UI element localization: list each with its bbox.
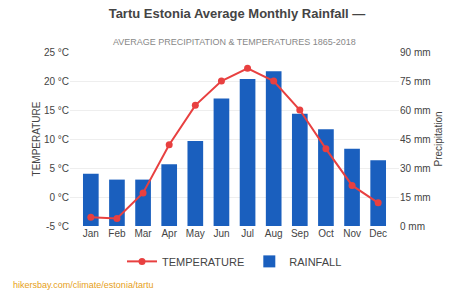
svg-text:Mar: Mar bbox=[134, 228, 152, 239]
svg-text:Precipitation: Precipitation bbox=[433, 111, 444, 166]
svg-text:Apr: Apr bbox=[161, 228, 177, 239]
svg-text:15 °C: 15 °C bbox=[44, 105, 69, 116]
svg-text:hikersbay.com/climate/estonia/: hikersbay.com/climate/estonia/tartu bbox=[13, 280, 153, 290]
svg-text:0 °C: 0 °C bbox=[49, 192, 69, 203]
svg-text:90 mm: 90 mm bbox=[400, 47, 431, 58]
svg-text:20 °C: 20 °C bbox=[44, 76, 69, 87]
svg-text:May: May bbox=[186, 228, 205, 239]
svg-text:Nov: Nov bbox=[343, 228, 361, 239]
svg-text:Jul: Jul bbox=[241, 228, 254, 239]
svg-text:5 °C: 5 °C bbox=[49, 163, 69, 174]
svg-text:0 mm: 0 mm bbox=[400, 221, 425, 232]
svg-text:Aug: Aug bbox=[265, 228, 283, 239]
svg-text:Jun: Jun bbox=[213, 228, 229, 239]
svg-text:30 mm: 30 mm bbox=[400, 163, 431, 174]
svg-text:25 °C: 25 °C bbox=[44, 47, 69, 58]
svg-text:TEMPERATURE: TEMPERATURE bbox=[162, 256, 244, 268]
svg-text:TEMPERATURE: TEMPERATURE bbox=[31, 101, 42, 176]
svg-text:RAINFALL: RAINFALL bbox=[289, 256, 341, 268]
svg-text:15 mm: 15 mm bbox=[400, 192, 431, 203]
svg-text:Feb: Feb bbox=[108, 228, 126, 239]
svg-text:Dec: Dec bbox=[369, 228, 387, 239]
svg-text:Sep: Sep bbox=[291, 228, 309, 239]
svg-text:60 mm: 60 mm bbox=[400, 105, 431, 116]
svg-text:10 °C: 10 °C bbox=[44, 134, 69, 145]
svg-text:-5 °C: -5 °C bbox=[46, 221, 69, 232]
svg-text:Oct: Oct bbox=[318, 228, 334, 239]
svg-text:Tartu Estonia Average Monthly: Tartu Estonia Average Monthly Rainfall — bbox=[109, 6, 366, 21]
svg-text:45 mm: 45 mm bbox=[400, 134, 431, 145]
svg-text:75 mm: 75 mm bbox=[400, 76, 431, 87]
svg-text:AVERAGE PRECIPITATION & TEMPER: AVERAGE PRECIPITATION & TEMPERATURES 186… bbox=[113, 37, 356, 47]
svg-text:Jan: Jan bbox=[83, 228, 99, 239]
